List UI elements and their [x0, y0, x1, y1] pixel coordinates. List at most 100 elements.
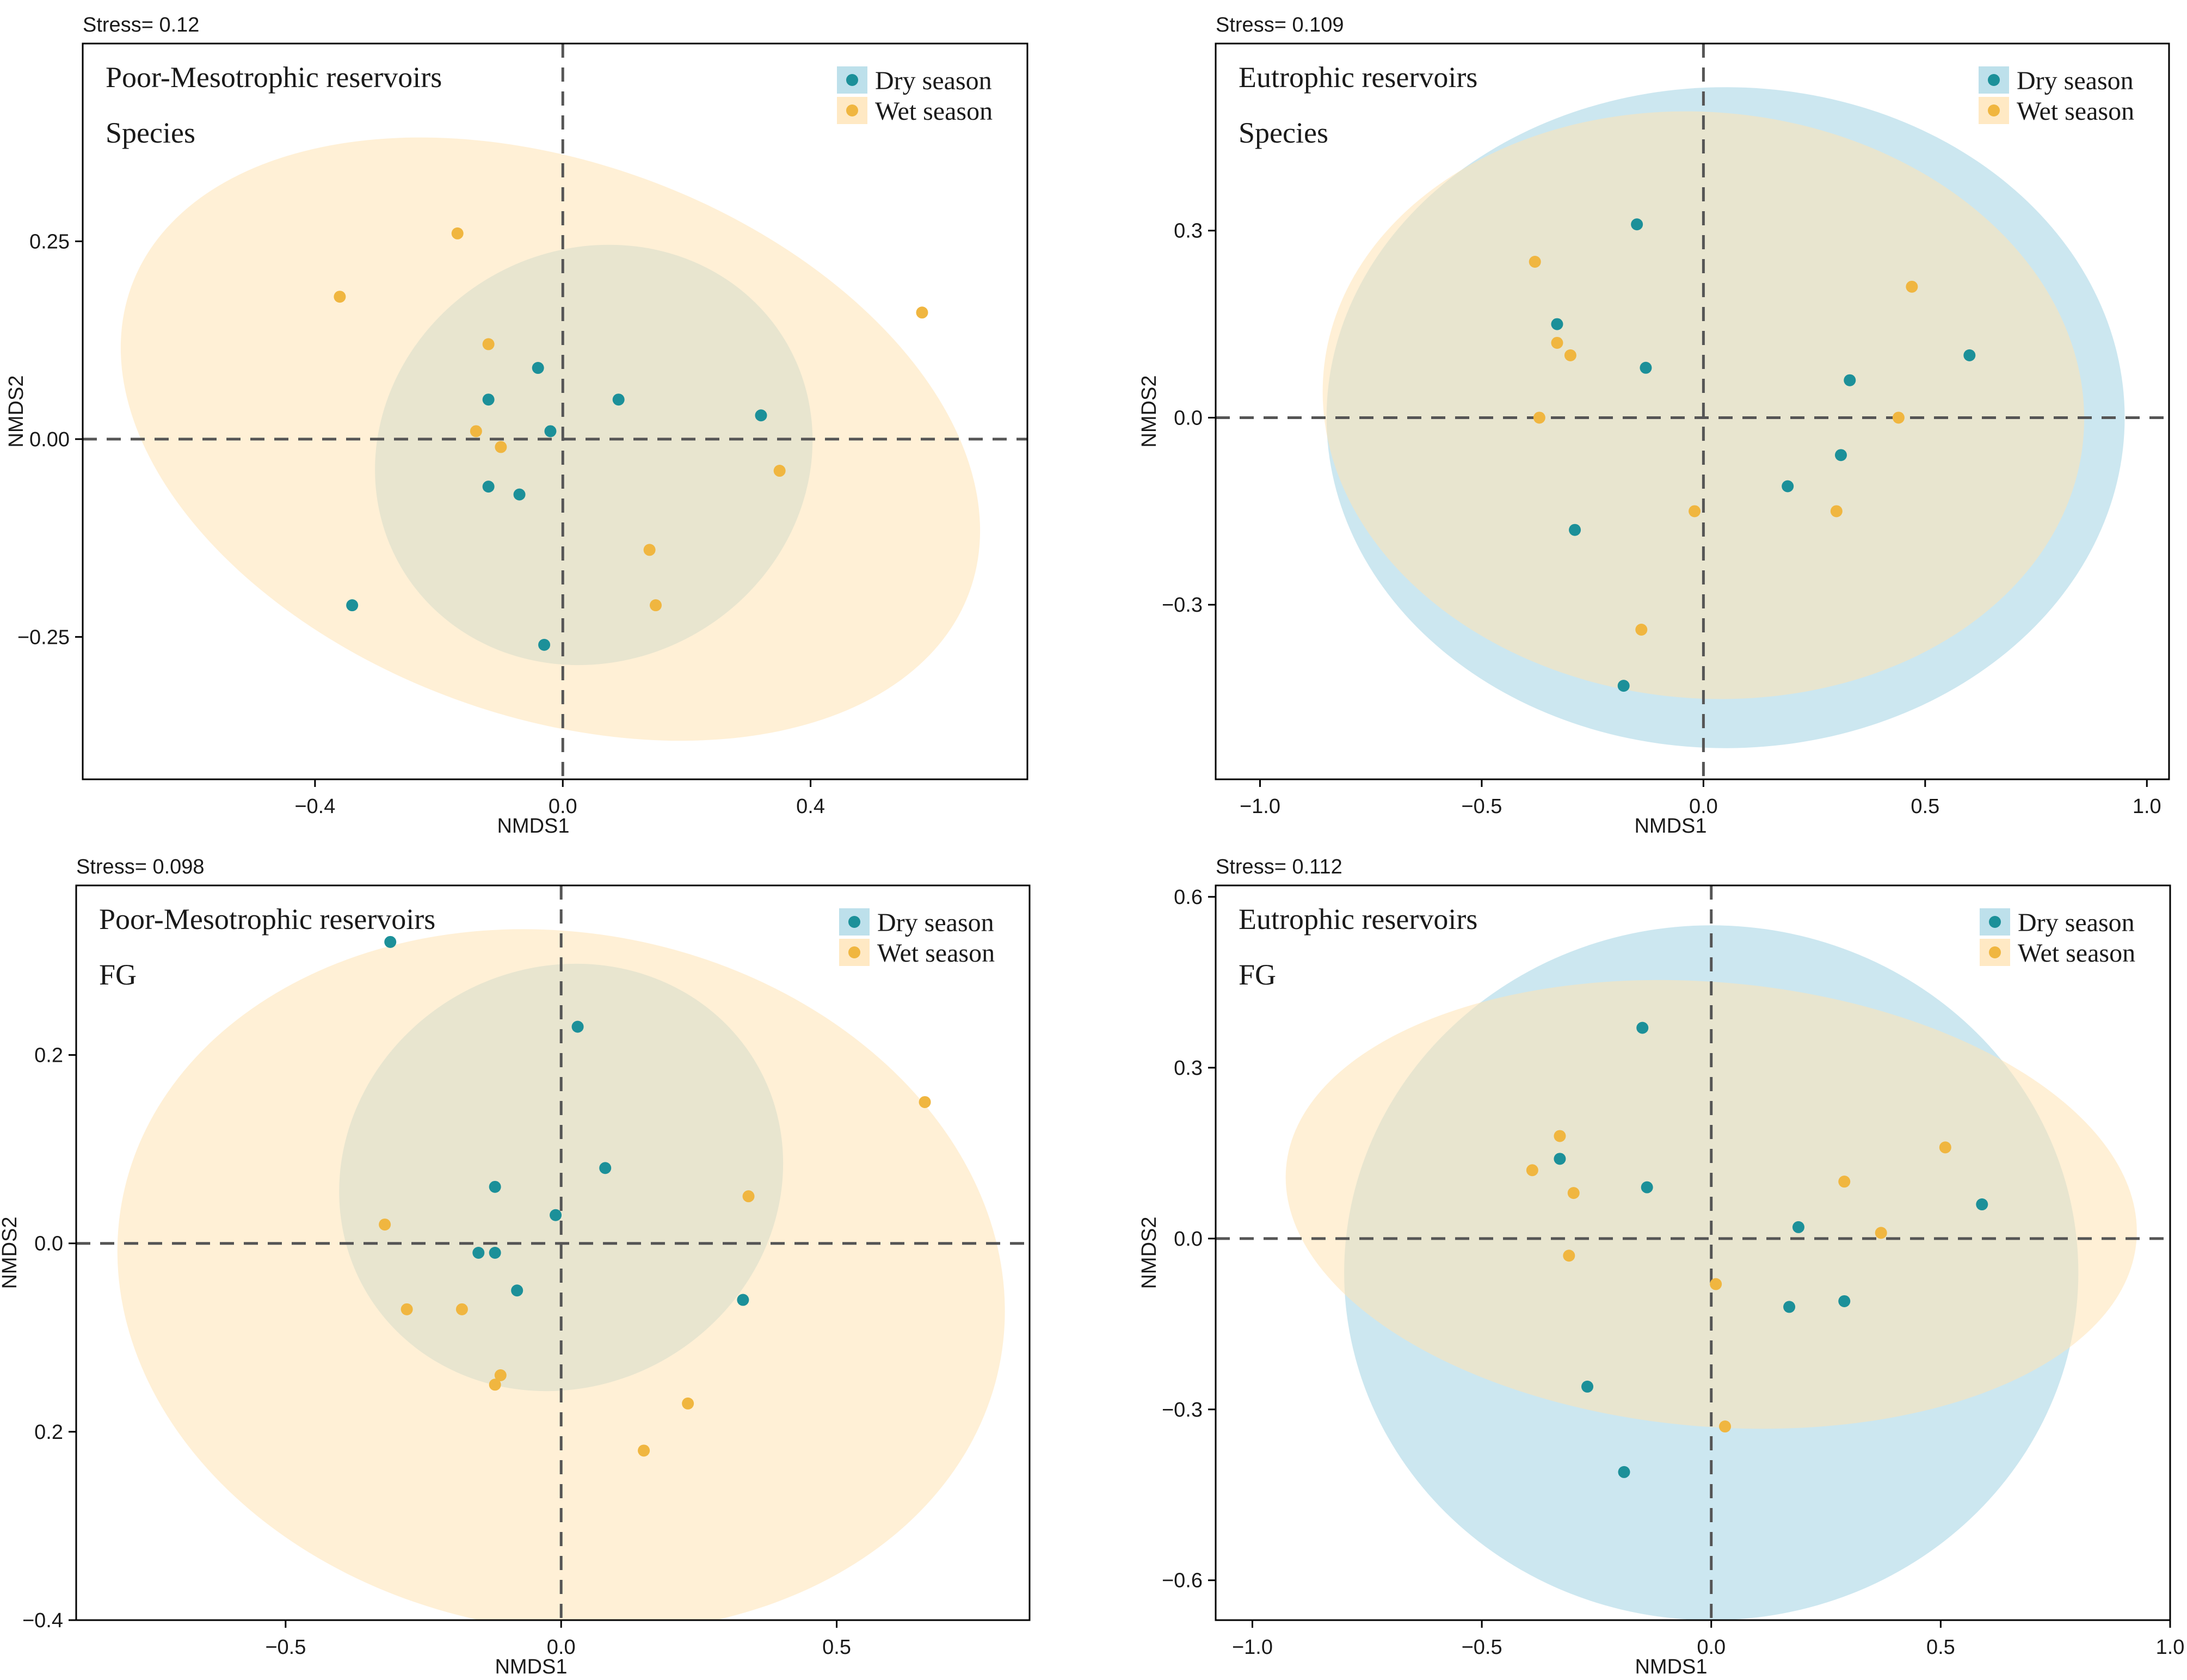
dry-season-point [489, 1180, 501, 1193]
plot-frame [1215, 42, 2170, 780]
y-axis-label: NMDS2 [1138, 1216, 1161, 1289]
dry-season-point [1640, 361, 1652, 374]
x-axis-label: NMDS1 [1634, 815, 1707, 838]
wet-season-point [1939, 1141, 1951, 1154]
dry-season-point [737, 1294, 749, 1306]
legend-label: Dry season [2018, 908, 2135, 937]
legend-label: Wet season [2017, 97, 2134, 126]
wet-season-point [1551, 336, 1563, 349]
wet-season-point [489, 1379, 501, 1391]
wet-season-point [401, 1303, 413, 1315]
x-axis-label: NMDS1 [497, 815, 569, 838]
legend-marker-dry [848, 916, 860, 928]
x-tick-label: 0.5 [1911, 795, 1939, 818]
dry-season-point [612, 393, 625, 406]
x-tick-label: −0.5 [1462, 1636, 1502, 1659]
legend-label: Wet season [2018, 939, 2135, 968]
plot-area [1216, 44, 2169, 779]
dry-season-point [1838, 1295, 1851, 1307]
stress-label: Stress= 0.109 [1216, 14, 1344, 36]
wet-season-point [470, 425, 482, 438]
plot-frame [75, 884, 1031, 1621]
panel-title: Eutrophic reservoirs [1239, 903, 1477, 936]
y-tick-label: 0.3 [1174, 1057, 1203, 1080]
panel-title: Eutrophic reservoirs [1239, 61, 1477, 94]
wet-season-point [1533, 411, 1545, 424]
x-tick-label: −1.0 [1232, 1636, 1273, 1659]
plot-area [1216, 885, 2170, 1620]
dry-season-point [1551, 318, 1563, 330]
dry-season-point [599, 1162, 612, 1174]
wet-season-point [1719, 1420, 1732, 1433]
dry-season-point [1618, 1466, 1630, 1478]
legend-marker-dry [846, 74, 858, 86]
y-tick-label: −0.4 [22, 1609, 63, 1632]
x-axis-label: NMDS1 [495, 1656, 567, 1678]
wet-season-point [1564, 349, 1576, 361]
wet-season-point [1689, 505, 1701, 518]
panel-subtitle: Species [106, 116, 195, 149]
legend-marker-wet [1988, 104, 2000, 116]
plot-frame [1215, 884, 2171, 1621]
x-tick-label: 0.5 [822, 1636, 851, 1659]
x-axis-label: NMDS1 [1635, 1656, 1707, 1678]
wet-season-point [682, 1397, 694, 1410]
x-tick-label: 0.0 [549, 795, 577, 818]
wet-season-point [455, 1303, 468, 1315]
x-tick-label: −0.5 [1461, 795, 1502, 818]
dry-season-point [1569, 524, 1581, 536]
plot-area [76, 885, 1030, 1620]
stress-label: Stress= 0.098 [76, 856, 205, 878]
wet-season-point [495, 441, 507, 453]
dry-season-point [1554, 1153, 1566, 1165]
legend-marker-wet [846, 104, 858, 116]
y-tick-label: 0.3 [1174, 220, 1203, 243]
dry-season-point [1963, 349, 1976, 361]
dry-season-point [482, 481, 495, 493]
wet-season-point [916, 306, 928, 319]
nmds-panel-4: −1.0 −0.5 0.0 0.5 1.0 −0.6 −0.3 0.0 0.3 0.6 NMDS1 N… [1138, 856, 2184, 1678]
wet-season-point [742, 1190, 755, 1203]
nmds-panel-2: −1.0 −0.5 0.0 0.5 1.0 −0.3 0.0 0.3 NMDS1 NMDS2 Str… [1138, 14, 2170, 838]
dry-season-point [1844, 374, 1856, 386]
x-tick-label: −1.0 [1240, 795, 1280, 818]
y-tick-label: 0.6 [1174, 886, 1203, 909]
legend-label: Wet season [875, 97, 993, 126]
y-axis-label: NMDS2 [0, 1216, 21, 1289]
dry-season-point [384, 936, 397, 948]
x-tick-label: −0.4 [294, 795, 335, 818]
dry-season-point [1834, 449, 1847, 461]
wet-season-point [1529, 256, 1541, 268]
panel-subtitle: FG [1239, 958, 1276, 991]
wet-season-point [1830, 505, 1843, 518]
dry-season-point [1617, 680, 1630, 692]
stress-label: Stress= 0.12 [83, 14, 199, 36]
dry-season-point [1792, 1221, 1804, 1233]
panel-subtitle: Species [1239, 116, 1328, 149]
wet-season-point [1554, 1130, 1566, 1142]
x-tick-label: 1.0 [2133, 795, 2161, 818]
plot-area [83, 44, 1027, 779]
y-tick-label: 0.25 [29, 230, 70, 253]
y-axis-label: NMDS2 [1138, 375, 1161, 447]
nmds-panel-1: −0.4 0.0 0.4 −0.25 0.00 0.25 NMDS1 NMDS2 Stress=… [5, 14, 1028, 838]
legend-label: Dry season [875, 66, 992, 95]
dry-season-point [1631, 218, 1643, 231]
wet-season-point [1635, 624, 1648, 636]
dry-season-point [755, 409, 767, 422]
plot-frame [82, 42, 1028, 780]
legend-marker-wet [1989, 946, 2001, 958]
wet-season-point [773, 465, 786, 477]
y-tick-label: −0.6 [1162, 1570, 1203, 1592]
y-tick-label: −0.3 [1162, 594, 1203, 617]
legend-label: Dry season [877, 908, 994, 937]
wet-season-point [649, 599, 662, 612]
y-tick-label: 0.0 [34, 1233, 63, 1256]
wet-season-point [482, 338, 495, 350]
x-tick-label: −0.5 [265, 1636, 306, 1659]
dry-season-point [482, 393, 495, 406]
x-tick-label: 0.5 [1926, 1636, 1955, 1659]
